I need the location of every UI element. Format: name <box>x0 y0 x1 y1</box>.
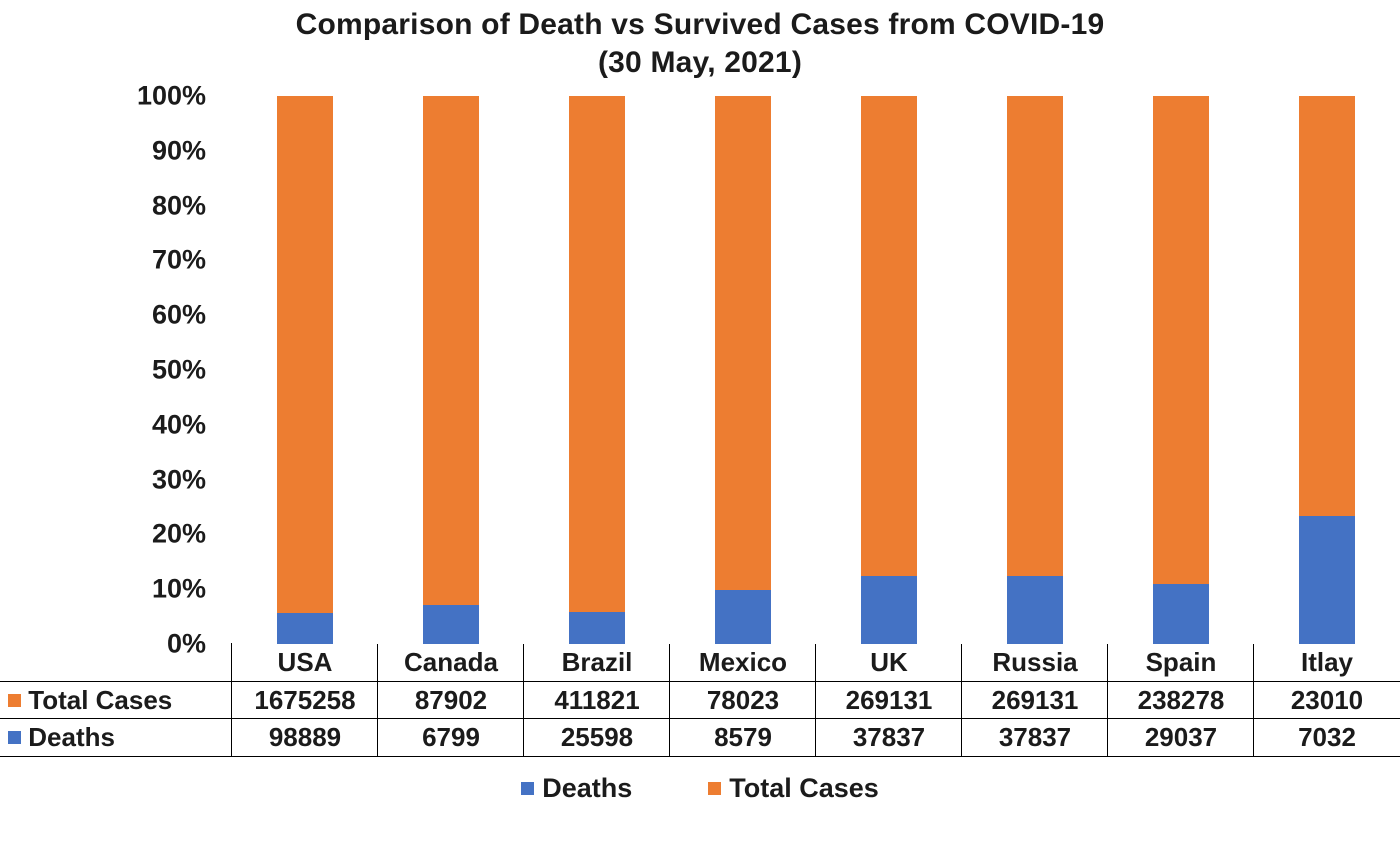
country-header-cell: Brazil <box>523 643 671 683</box>
total-cases-value-cell: 23010 <box>1253 680 1400 720</box>
plot-area <box>232 96 1400 644</box>
bar-segment-deaths <box>1299 515 1355 644</box>
chart-title-line2: (30 May, 2021) <box>597 46 803 79</box>
bar-segment-total-cases <box>1299 96 1355 516</box>
bar-segment-total-cases <box>1007 96 1063 577</box>
country-header-cell: Itlay <box>1253 643 1400 683</box>
total-cases-value-cell: 87902 <box>377 680 525 720</box>
deaths-value-cell: 6799 <box>377 718 525 758</box>
bar-segment-total-cases <box>423 96 479 605</box>
bar-segment-total-cases <box>861 96 917 577</box>
y-axis-label: 40% <box>151 409 206 440</box>
y-axis-label: 70% <box>151 244 206 275</box>
legend-swatch-icon <box>708 781 722 795</box>
deaths-value-cell: 37837 <box>815 718 963 758</box>
bar-segment-deaths <box>861 576 917 644</box>
deaths-value-cell: 25598 <box>523 718 671 758</box>
stacked-bar <box>1299 96 1355 644</box>
bar-column-brazil <box>524 96 670 644</box>
bar-column-usa <box>232 96 378 644</box>
y-axis-label: 50% <box>151 354 206 385</box>
y-axis-label: 100% <box>136 80 206 111</box>
total-cases-value-cell: 238278 <box>1107 680 1255 720</box>
stacked-bar <box>1153 96 1209 644</box>
chart-title-line1: Comparison of Death vs Survived Cases fr… <box>295 8 1105 41</box>
bar-segment-deaths <box>277 613 333 644</box>
series-marker-icon <box>8 731 22 745</box>
stacked-bar <box>715 96 771 644</box>
chart-title: Comparison of Death vs Survived Cases fr… <box>0 0 1400 82</box>
y-axis-label: 80% <box>151 190 206 221</box>
chart-area: 0% 10% 20% 30% 40% 50% 60% 70% 80% 90% 100% <box>0 81 1400 659</box>
y-axis-label: 20% <box>151 518 206 549</box>
bar-column-spain <box>1108 96 1254 644</box>
legend-item-deaths: Deaths <box>521 773 632 804</box>
total-cases-value-cell: 269131 <box>961 680 1109 720</box>
deaths-value-cell: 8579 <box>669 718 817 758</box>
y-axis: 0% 10% 20% 30% 40% 50% 60% 70% 80% 90% 100% <box>0 81 232 659</box>
y-axis-label: 0% <box>166 628 206 659</box>
bar-column-russia <box>962 96 1108 644</box>
bar-segment-deaths <box>423 604 479 644</box>
total-cases-value-cell: 269131 <box>815 680 963 720</box>
total-cases-value-cell: 411821 <box>523 680 671 720</box>
stacked-bar <box>861 96 917 644</box>
legend-swatch-icon <box>521 781 535 795</box>
bar-column-itlay <box>1254 96 1400 644</box>
deaths-value-cell: 29037 <box>1107 718 1255 758</box>
chart-legend: Deaths Total Cases <box>0 773 1400 804</box>
legend-label: Deaths <box>542 772 633 803</box>
row-label-deaths: Deaths <box>0 718 233 758</box>
bar-segment-total-cases <box>277 96 333 614</box>
stacked-bar <box>277 96 333 644</box>
row-label-total-cases: Total Cases <box>0 680 233 720</box>
bar-segment-deaths <box>1153 584 1209 644</box>
bar-segment-total-cases <box>715 96 771 590</box>
series-marker-icon <box>8 693 22 707</box>
y-axis-label: 90% <box>151 135 206 166</box>
legend-item-total-cases: Total Cases <box>708 773 879 804</box>
country-header-cell: UK <box>815 643 963 683</box>
stacked-bar <box>569 96 625 644</box>
country-header-cell: Spain <box>1107 643 1255 683</box>
bar-segment-total-cases <box>569 96 625 612</box>
bar-column-canada <box>378 96 524 644</box>
y-axis-label: 10% <box>151 573 206 604</box>
y-axis-label: 30% <box>151 464 206 495</box>
row-label-text: Deaths <box>28 722 115 753</box>
total-cases-value-cell: 78023 <box>669 680 817 720</box>
bar-column-mexico <box>670 96 816 644</box>
total-cases-value-cell: 1675258 <box>231 680 379 720</box>
deaths-value-cell: 37837 <box>961 718 1109 758</box>
country-header-cell: Canada <box>377 643 525 683</box>
stacked-bar <box>423 96 479 644</box>
legend-label: Total Cases <box>729 772 879 803</box>
country-header-cell: USA <box>231 643 379 683</box>
deaths-value-cell: 7032 <box>1253 718 1400 758</box>
country-header-cell: Russia <box>961 643 1109 683</box>
deaths-value-cell: 98889 <box>231 718 379 758</box>
y-axis-label: 60% <box>151 299 206 330</box>
stacked-bar <box>1007 96 1063 644</box>
country-header-cell: Mexico <box>669 643 817 683</box>
row-label-text: Total Cases <box>28 684 173 715</box>
bar-segment-deaths <box>715 589 771 644</box>
bar-segment-deaths <box>569 611 625 644</box>
bar-segment-deaths <box>1007 576 1063 644</box>
bar-segment-total-cases <box>1153 96 1209 585</box>
bar-column-uk <box>816 96 962 644</box>
data-table: USA Canada Brazil Mexico UK Russia Spain Itlay T… <box>0 643 1400 758</box>
